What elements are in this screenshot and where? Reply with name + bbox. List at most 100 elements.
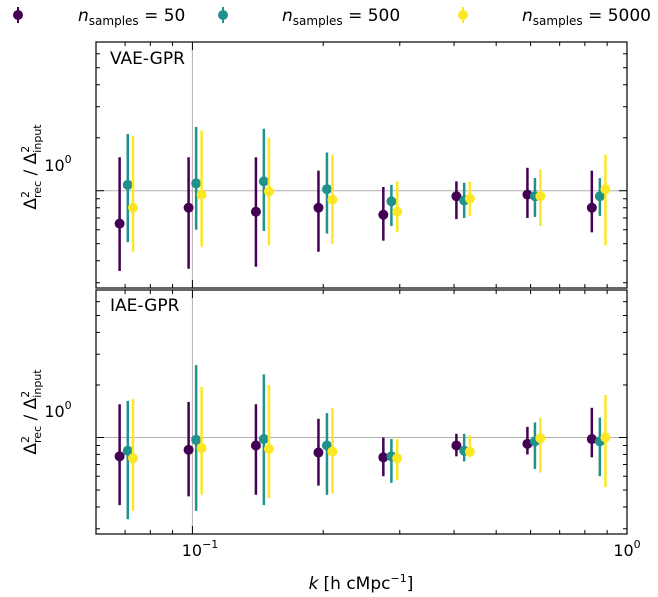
data-point-s2-p4 bbox=[392, 206, 403, 217]
panel-iae-gpr bbox=[95, 289, 628, 535]
legend-label-5000-suffix: = 5000 bbox=[583, 6, 651, 26]
y-tick-top-exp: 0 bbox=[65, 153, 72, 166]
data-point-s0-p5 bbox=[451, 191, 462, 202]
plot-frame bbox=[95, 289, 628, 535]
ylabel-b-sup: 2 bbox=[19, 436, 32, 443]
xlabel-k: k bbox=[309, 574, 320, 594]
ylabel-b-sup-2: 2 bbox=[19, 391, 32, 398]
data-point-s0-p7 bbox=[586, 202, 597, 213]
ylabel-b-sub-input: input bbox=[31, 369, 44, 398]
data-point-s1-p1 bbox=[191, 434, 202, 445]
legend: nsamples = 50 nsamples = 500 nsamples = … bbox=[13, 6, 651, 28]
x-tick-0.1-exp: −1 bbox=[202, 538, 218, 551]
data-point-s1-p1 bbox=[191, 178, 202, 189]
legend-label-500-suffix: = 500 bbox=[343, 6, 401, 26]
legend-entry-50: nsamples = 50 bbox=[13, 6, 185, 28]
data-point-s0-p1 bbox=[183, 444, 194, 455]
legend-marker-50-dot bbox=[13, 10, 23, 20]
data-point-s1-p0 bbox=[122, 445, 133, 456]
data-point-s0-p5 bbox=[451, 440, 462, 451]
ylabel-b-delta-2: Δ bbox=[21, 397, 41, 409]
ylabel-sub-input: input bbox=[31, 124, 44, 153]
legend-marker-5000-dot bbox=[458, 10, 468, 20]
data-point-s0-p1 bbox=[183, 202, 194, 213]
data-point-s2-p0 bbox=[128, 202, 139, 213]
legend-label-500-sub: samples bbox=[293, 14, 343, 28]
data-point-s1-p4 bbox=[386, 196, 397, 207]
data-point-s0-p4 bbox=[378, 209, 389, 220]
data-point-s2-p4 bbox=[392, 453, 403, 464]
data-point-s0-p0 bbox=[114, 218, 125, 229]
svg-text:nsamples = 50: nsamples = 50 bbox=[78, 6, 185, 28]
data-point-s2-p3 bbox=[327, 194, 338, 205]
y-tick-bottom-base: 10 bbox=[44, 402, 64, 421]
ylabel-sup-2: 2 bbox=[19, 146, 32, 153]
legend-entry-5000: nsamples = 5000 bbox=[458, 6, 651, 28]
svg-text:nsamples = 500: nsamples = 500 bbox=[282, 6, 400, 28]
ylabel-b-delta: Δ bbox=[21, 443, 41, 455]
data-point-s1-p3 bbox=[321, 184, 332, 195]
data-point-s1-p2 bbox=[258, 176, 269, 187]
data-point-s2-p5 bbox=[464, 446, 475, 457]
ylabel-slash: / bbox=[21, 164, 41, 181]
panel-vae-gpr bbox=[95, 41, 628, 289]
data-point-s2-p7 bbox=[600, 432, 611, 443]
svg-text:nsamples = 5000: nsamples = 5000 bbox=[522, 6, 651, 28]
legend-marker-500-dot bbox=[218, 10, 228, 20]
y-tick-bottom-exp: 0 bbox=[65, 399, 72, 412]
data-point-s2-p2 bbox=[263, 186, 274, 197]
legend-label-500-prefix: n bbox=[282, 6, 293, 26]
data-point-s0-p3 bbox=[313, 202, 324, 213]
x-tick-1-exp: 0 bbox=[634, 538, 641, 551]
data-point-s0-p6 bbox=[522, 438, 533, 449]
data-point-s1-p0 bbox=[122, 179, 133, 190]
xlabel-unit: [h cMpc bbox=[324, 574, 391, 594]
data-point-s2-p5 bbox=[464, 193, 475, 204]
legend-label-50-sub: samples bbox=[89, 14, 139, 28]
ylabel-b-sub-rec: rec bbox=[31, 426, 44, 443]
ylabel-delta-2: Δ bbox=[21, 152, 41, 164]
xlabel-exp: −1 bbox=[390, 572, 406, 585]
data-point-s2-p6 bbox=[535, 433, 546, 444]
x-tick-label-0.1: 10−1 bbox=[182, 538, 219, 560]
y-axis-label-top: Δ2rec / Δ2input bbox=[19, 124, 44, 210]
data-point-s1-p2 bbox=[258, 434, 269, 445]
data-point-s0-p6 bbox=[522, 189, 533, 200]
legend-label-50-suffix: = 50 bbox=[139, 6, 186, 26]
y-tick-label-top: 100 bbox=[44, 153, 71, 175]
ylabel-sup: 2 bbox=[19, 191, 32, 198]
legend-label-50-prefix: n bbox=[78, 6, 89, 26]
data-point-s2-p6 bbox=[535, 191, 546, 202]
data-point-s0-p3 bbox=[313, 447, 324, 458]
data-point-s0-p0 bbox=[114, 451, 125, 462]
data-point-s2-p7 bbox=[600, 184, 611, 195]
legend-entry-500: nsamples = 500 bbox=[218, 6, 400, 28]
panel-title-vae-gpr: VAE-GPR bbox=[110, 49, 185, 69]
data-point-s2-p0 bbox=[128, 453, 139, 464]
data-point-s2-p3 bbox=[327, 446, 338, 457]
x-axis-label: k [h cMpc−1] bbox=[309, 572, 414, 594]
data-point-s0-p4 bbox=[378, 452, 389, 463]
data-point-s2-p1 bbox=[196, 443, 207, 454]
x-tick-0.1-base: 10 bbox=[182, 541, 202, 560]
ylabel-b-slash: / bbox=[21, 409, 41, 426]
xlabel-close: ] bbox=[407, 574, 414, 594]
legend-label-5000-sub: samples bbox=[533, 14, 583, 28]
x-tick-label-1: 100 bbox=[613, 538, 640, 560]
x-tick-1-base: 10 bbox=[613, 541, 633, 560]
plot-frame bbox=[95, 41, 628, 289]
ylabel-delta: Δ bbox=[21, 198, 41, 210]
data-point-s2-p1 bbox=[196, 189, 207, 200]
panel-title-iae-gpr: IAE-GPR bbox=[110, 296, 180, 316]
ylabel-sub-rec: rec bbox=[31, 181, 44, 198]
data-point-s0-p2 bbox=[250, 440, 261, 451]
data-point-s0-p7 bbox=[586, 434, 597, 445]
data-point-s0-p2 bbox=[250, 206, 261, 217]
y-tick-label-bottom: 100 bbox=[44, 399, 71, 421]
y-axis-label-bottom: Δ2rec / Δ2input bbox=[19, 369, 44, 455]
data-point-s1-p7 bbox=[594, 191, 605, 202]
y-tick-top-base: 10 bbox=[44, 156, 64, 175]
data-point-s2-p2 bbox=[263, 443, 274, 454]
legend-label-5000-prefix: n bbox=[522, 6, 533, 26]
